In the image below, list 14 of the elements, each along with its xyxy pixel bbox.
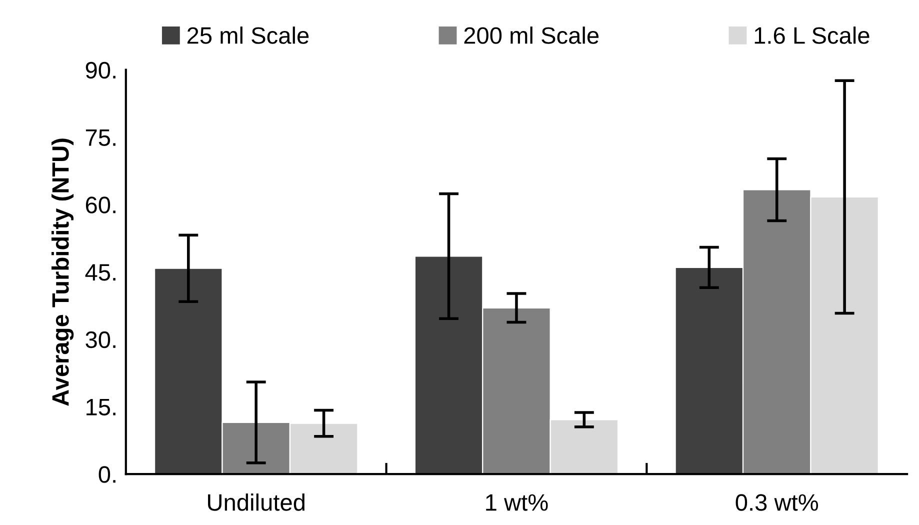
y-tick-label: 0. — [98, 466, 116, 483]
x-tick-label: Undiluted — [208, 494, 304, 511]
y-tick-label: 45. — [85, 264, 116, 281]
x-tick-label: 0.3 wt% — [736, 494, 818, 511]
y-tick-label: 90. — [86, 62, 116, 79]
y-axis-title: Average Turbidity (NTU) — [52, 138, 74, 406]
legend-label: 200 ml Scale — [464, 26, 599, 44]
x-tick-label: 1 wt% — [486, 494, 548, 511]
legend-label: 25 ml Scale — [187, 26, 309, 44]
y-tick-label: 75. — [86, 130, 116, 146]
legend-label: 1.6 L Scale — [754, 26, 870, 44]
y-tick-label: 15. — [86, 399, 116, 416]
y-tick-label: 30. — [86, 331, 116, 348]
y-tick-label: 60. — [86, 196, 116, 214]
